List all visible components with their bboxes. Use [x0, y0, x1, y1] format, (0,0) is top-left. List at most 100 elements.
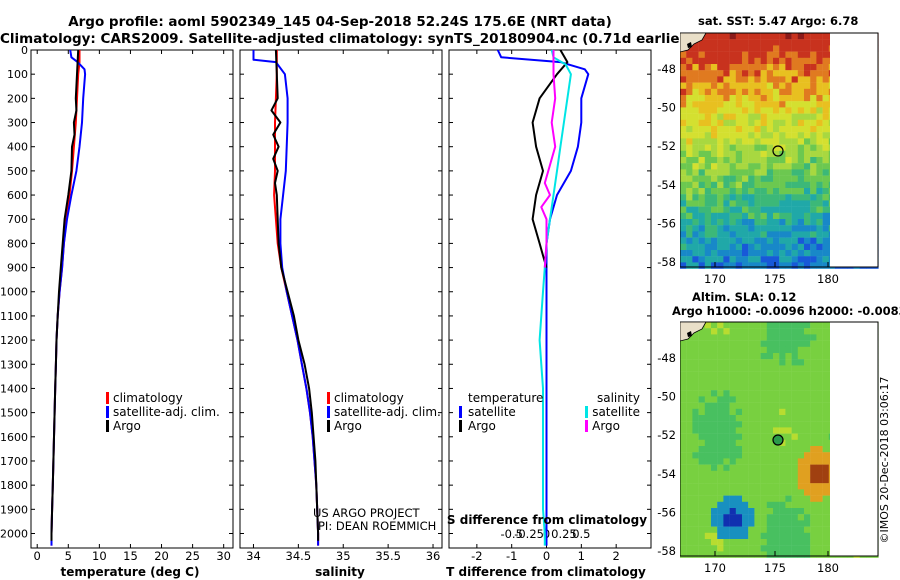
- map-cell: [804, 119, 811, 127]
- map-cell: [711, 334, 718, 341]
- map-cell: [742, 346, 749, 354]
- map-cell: [735, 532, 743, 540]
- map-cell: [804, 427, 811, 434]
- map-cell: [822, 415, 829, 422]
- map-cell: [686, 225, 693, 232]
- map-cell: [692, 483, 699, 490]
- map-cell: [816, 452, 823, 459]
- map-cell: [704, 225, 712, 232]
- map-cell: [791, 551, 798, 558]
- map-cell: [686, 237, 693, 244]
- map-cell: [711, 95, 718, 102]
- map-cell: [791, 427, 798, 434]
- map-cell: [748, 526, 755, 533]
- map-cell: [766, 64, 774, 71]
- map-cell: [729, 76, 736, 83]
- map-cell: [773, 231, 780, 238]
- map-cell: [822, 458, 829, 465]
- map-cell: [692, 433, 699, 440]
- map-cell: [791, 39, 798, 46]
- map-cell: [779, 76, 786, 83]
- difference-series: [496, 49, 590, 546]
- map-cell: [717, 39, 724, 46]
- map-cell: [754, 334, 761, 341]
- map-cell: [773, 181, 780, 189]
- map-cell: [711, 181, 718, 189]
- map-cell: [791, 470, 798, 478]
- map-cell: [723, 188, 730, 195]
- map-cell: [723, 163, 730, 170]
- map-cell: [754, 33, 761, 40]
- map-cell: [791, 390, 798, 397]
- map-cell: [717, 539, 724, 546]
- map-cell: [686, 545, 693, 552]
- map-cell: [735, 477, 743, 484]
- map-cell: [810, 188, 817, 195]
- map-cell: [748, 188, 755, 195]
- map-cell: [773, 427, 780, 434]
- map-cell: [766, 188, 774, 195]
- map-cell: [711, 88, 718, 96]
- map-cell: [791, 501, 798, 509]
- map-cell: [816, 101, 823, 108]
- map-cell: [816, 45, 823, 52]
- map-cell: [723, 340, 730, 347]
- map-cell: [742, 237, 749, 244]
- map-cell: [766, 346, 774, 354]
- map-cell: [680, 340, 687, 347]
- map-cell: [680, 70, 687, 77]
- map-cell: [804, 212, 811, 220]
- map-cell: [723, 194, 730, 201]
- map-cell: [692, 101, 699, 108]
- map-cell: [785, 70, 792, 77]
- map-cell: [686, 88, 693, 96]
- map-cell: [686, 340, 693, 347]
- map-cell: [810, 132, 817, 139]
- map-cell: [711, 501, 718, 509]
- map-cell: [760, 508, 767, 515]
- map-cell: [723, 181, 730, 189]
- map-cell: [773, 365, 780, 372]
- map-cell: [686, 359, 693, 366]
- legend-label-climatology: climatology: [113, 391, 183, 405]
- map-cell: [816, 200, 823, 207]
- map-cell: [760, 200, 767, 207]
- map-cell: [791, 415, 798, 422]
- map-cell: [804, 328, 811, 335]
- map-cell: [785, 520, 792, 527]
- map-cell: [742, 415, 749, 422]
- map-cell: [729, 51, 736, 58]
- map-cell: [791, 57, 798, 65]
- map-cell: [785, 206, 792, 213]
- map-cell: [785, 508, 792, 515]
- map-cell: [760, 483, 767, 490]
- map-cell: [742, 340, 749, 347]
- map-cell: [822, 446, 829, 453]
- map-cell: [779, 532, 786, 540]
- map-cell: [785, 470, 792, 478]
- map-cell: [692, 508, 699, 515]
- map-cell: [723, 464, 730, 471]
- map-cell: [729, 262, 736, 269]
- map-x-tick-label: 170: [704, 272, 726, 286]
- map-cell: [822, 545, 829, 552]
- map-cell: [692, 334, 699, 341]
- map-cell: [686, 415, 693, 422]
- map-cell: [773, 539, 780, 546]
- map-cell: [791, 45, 798, 52]
- map-cell: [760, 464, 767, 471]
- map-cell: [816, 256, 823, 263]
- map-cell: [686, 206, 693, 213]
- map-cell: [797, 520, 805, 527]
- map-cell: [735, 495, 743, 502]
- map-cell: [698, 113, 705, 120]
- map-cell: [822, 334, 829, 341]
- map-cell: [797, 101, 805, 108]
- map-cell: [711, 446, 718, 453]
- map-cell: [760, 243, 767, 251]
- map-cell: [785, 163, 792, 170]
- map-cell: [686, 262, 693, 269]
- map-cell: [804, 464, 811, 471]
- map-cell: [717, 64, 724, 71]
- map-cell: [729, 88, 736, 96]
